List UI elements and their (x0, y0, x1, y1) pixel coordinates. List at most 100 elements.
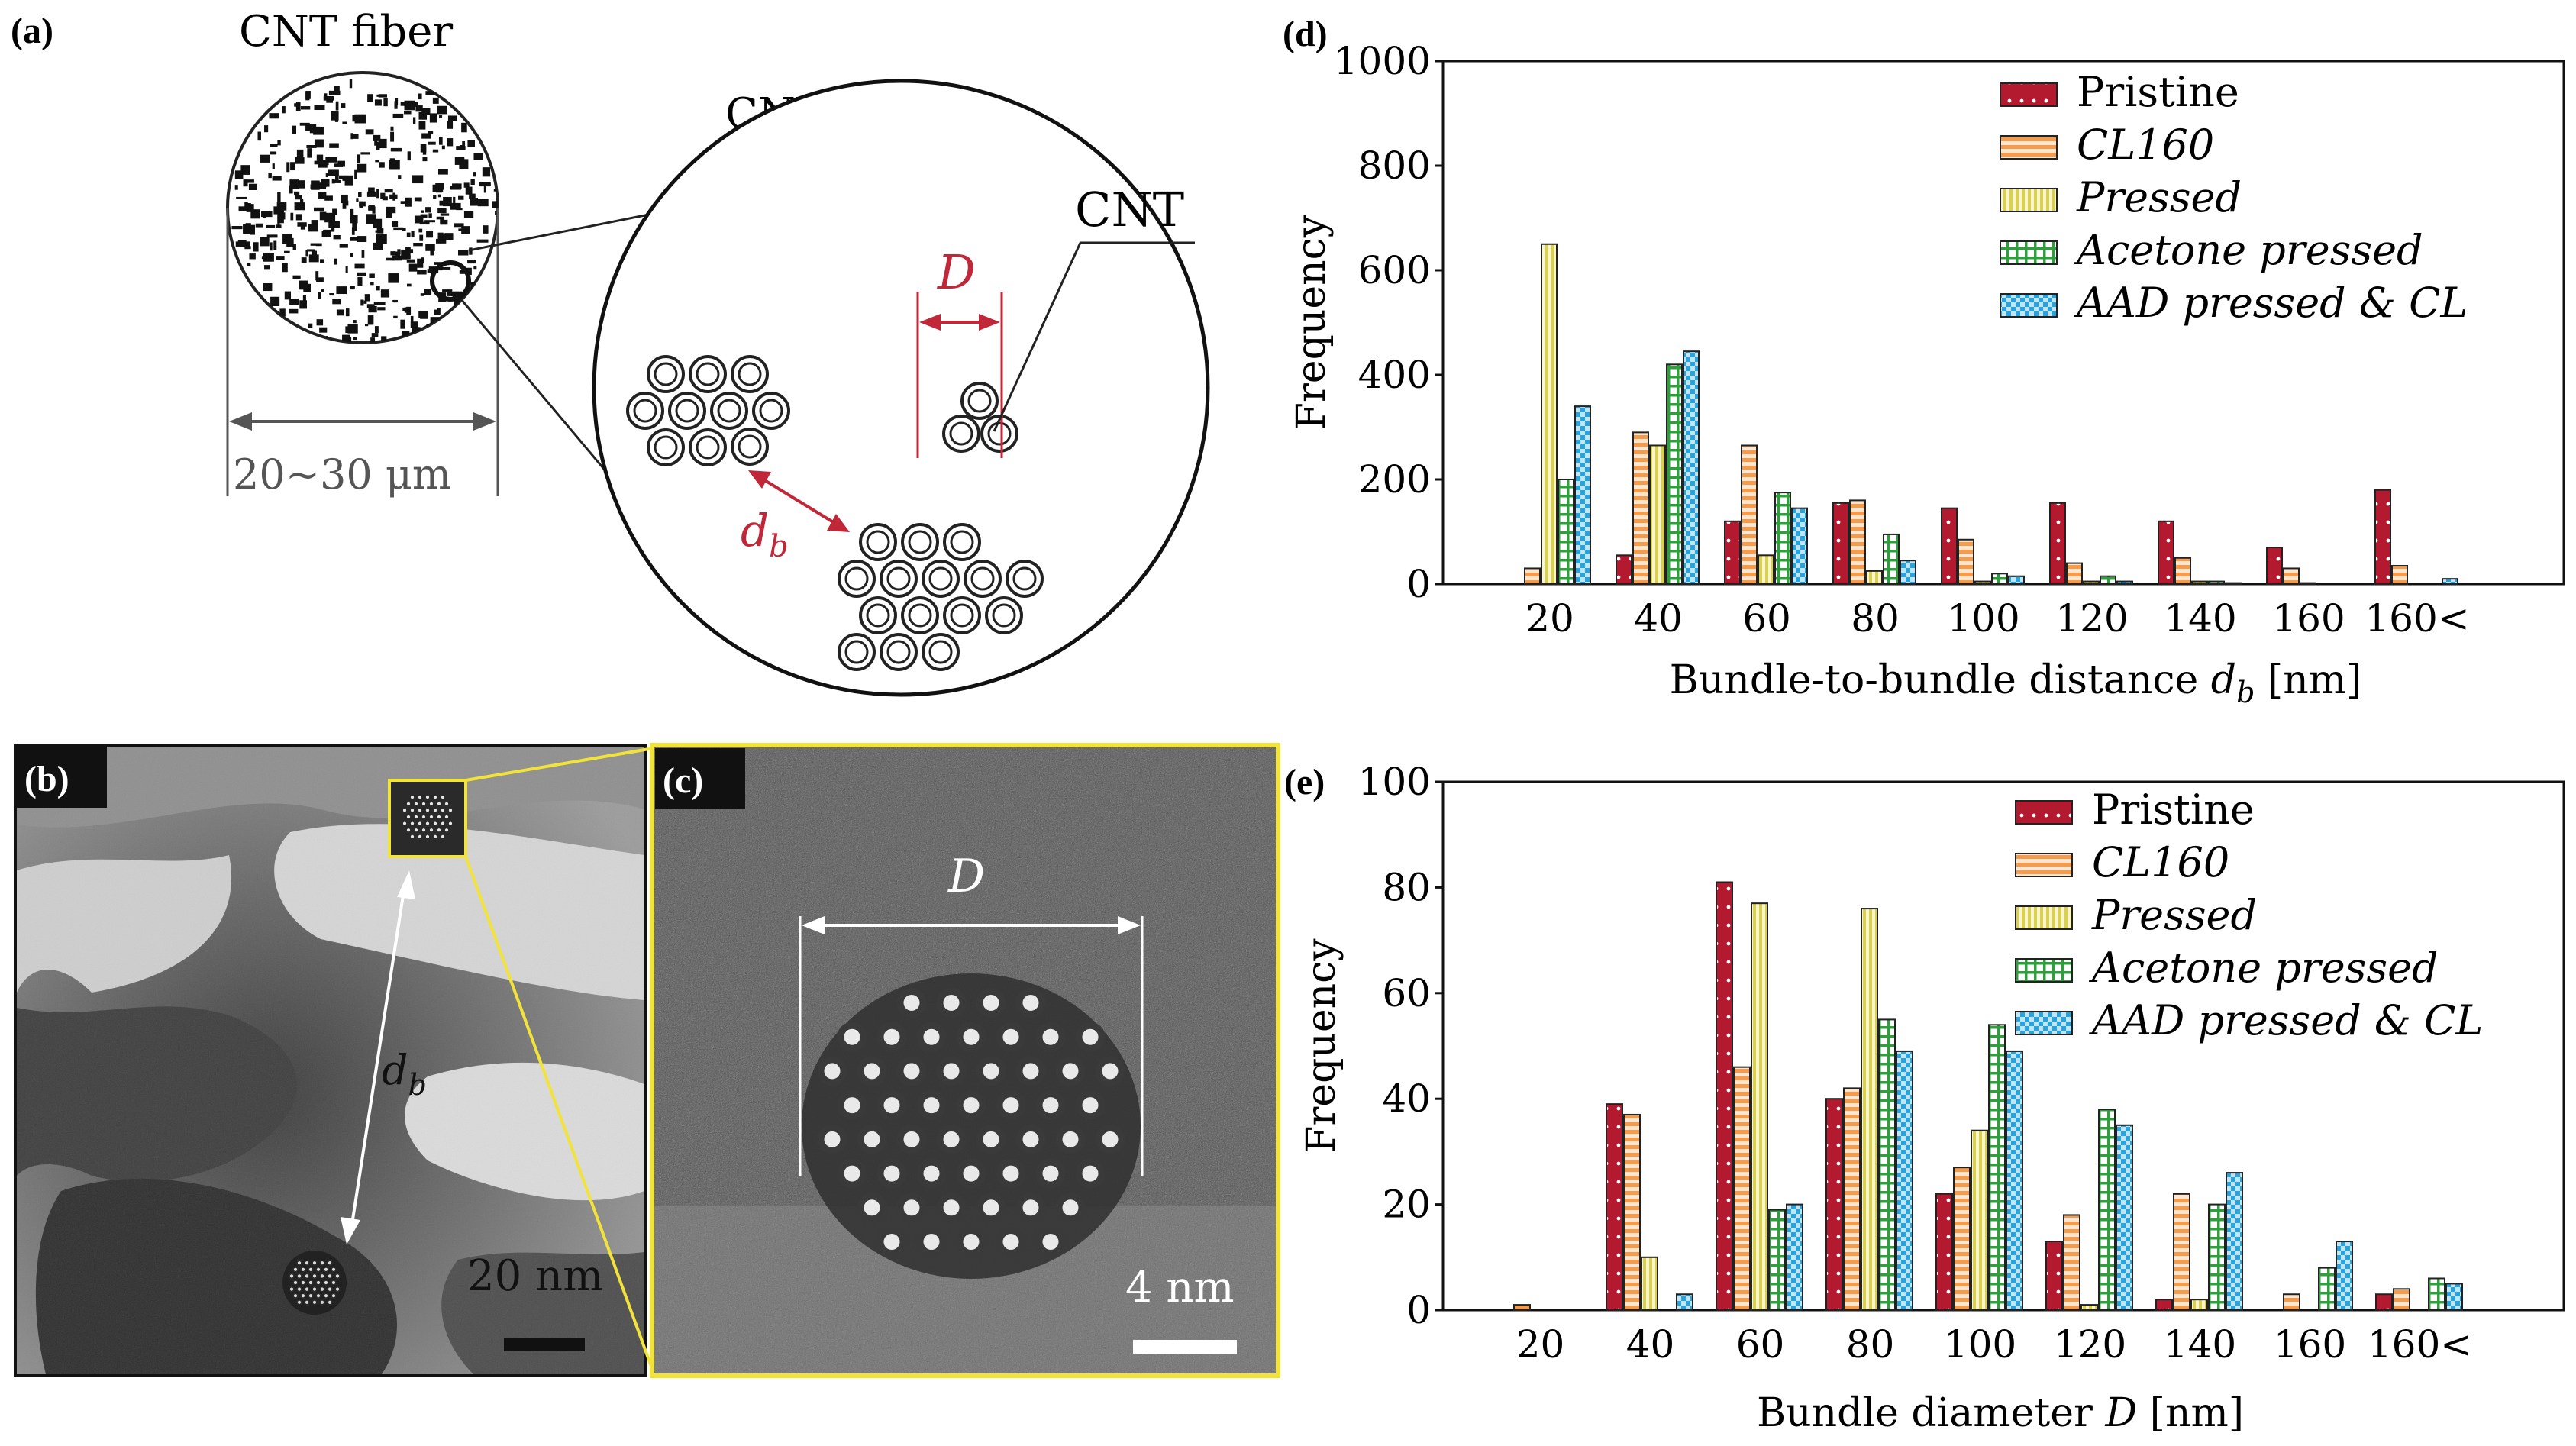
fiber-speckle (231, 225, 243, 230)
fiber-speckle (352, 114, 357, 122)
fiber-speckle (250, 224, 255, 235)
fiber-speckle (257, 131, 261, 141)
fiber-speckle (314, 160, 321, 165)
bar-pressed-60 (1758, 554, 1774, 586)
fiber-speckle (371, 333, 379, 337)
cnt-tube (668, 392, 706, 430)
cnt-tube (942, 415, 980, 453)
fiber-speckle (354, 114, 366, 124)
fiber-speckle (336, 286, 347, 295)
lattice-tube (432, 807, 438, 814)
fiber-speckle (350, 286, 355, 290)
fiber-speckle (389, 194, 398, 199)
fiber-speckle (398, 175, 402, 179)
fiber-speckle (432, 149, 439, 153)
lattice-tube (1055, 1193, 1086, 1223)
bar-pristine-100 (1935, 1193, 1953, 1312)
fiber-speckle (353, 134, 359, 139)
chart-d: (d) 0 200 400 600 800 1000 20 40 60 80 100 120 140 160… (1283, 14, 2565, 709)
lattice-tube (312, 1299, 318, 1306)
fiber-speckle (388, 273, 399, 283)
fiber-speckle (389, 160, 400, 170)
bar-pristine-60 (1724, 520, 1741, 585)
lattice-tube (319, 1286, 325, 1293)
fiber-speckle (373, 134, 381, 141)
fiber-speckle (295, 195, 302, 200)
chart-panel-label: (e) (1284, 762, 1325, 802)
lattice-tube (936, 1124, 967, 1154)
fiber-speckle (350, 237, 359, 241)
fiber-speckle (242, 241, 250, 248)
lattice-tube (421, 827, 427, 834)
fiber-speckle (331, 111, 339, 121)
bar-pristine-40 (1616, 554, 1632, 586)
fiber-speckle (428, 266, 437, 272)
bar-pristine-160plus (2374, 489, 2391, 586)
bar-acetone-pressed-100 (1991, 573, 2008, 585)
zoom-connector-top (465, 747, 654, 782)
bar-cl160-40 (1623, 1113, 1641, 1311)
x-tick-label: 160< (2365, 596, 2469, 641)
lattice-tube (331, 1280, 337, 1286)
panel-c-scale-bar (1133, 1340, 1237, 1354)
fiber-speckle (269, 113, 279, 119)
fiber-speckle (353, 337, 357, 341)
fiber-speckle (418, 228, 423, 233)
bar-aad-pressed-cl-160 (2336, 1241, 2353, 1312)
fiber-speckle (421, 108, 431, 115)
fiber-speckle (467, 260, 476, 264)
fiber-speckle (284, 250, 290, 253)
fiber-speckle (483, 225, 489, 234)
fiber-speckle (386, 206, 396, 214)
db-label: d (741, 505, 769, 557)
fiber-speckle (376, 286, 380, 291)
fiber-speckle (359, 201, 366, 207)
cnt-tube (731, 428, 769, 466)
fiber-speckle (428, 213, 432, 218)
lattice-tube (916, 1227, 947, 1257)
fiber-speckle (276, 202, 287, 211)
fiber-speckle (418, 310, 428, 318)
lattice-tube (292, 1280, 299, 1286)
cnt-tube-inner (992, 603, 1016, 628)
fiber-speckle (415, 102, 418, 107)
panel-c-label: (c) (663, 760, 703, 801)
fiber-speckle (357, 236, 367, 243)
fiber-speckle (295, 180, 305, 189)
x-tick-label: 160 (2274, 1322, 2346, 1367)
cnt-tube-inner (908, 603, 932, 628)
lattice-tube (319, 1273, 325, 1280)
bar-pressed-100 (1974, 580, 1991, 586)
x-tick-label: 160 (2272, 596, 2345, 641)
lattice-tube (1075, 1022, 1106, 1052)
fiber-speckle (234, 170, 244, 179)
fiber-speckle (324, 93, 328, 98)
x-tick-label: 140 (2164, 596, 2236, 641)
lattice-tube (896, 987, 927, 1018)
bar-pristine-80 (1825, 1098, 1843, 1311)
fiber-speckle (404, 111, 412, 115)
fiber-speckle (473, 152, 483, 160)
lattice-tube (817, 1056, 847, 1086)
panel-b-scale-bar (504, 1338, 585, 1351)
cnt-tube-inner (738, 362, 762, 386)
fiber-speckle (486, 182, 491, 186)
lattice-tube (409, 820, 415, 827)
cnt-tube-inner (987, 421, 1012, 446)
fiber-speckle (277, 257, 282, 260)
cnt-tube (980, 415, 1018, 453)
lattice-tube (315, 1266, 321, 1273)
cnt-tube-inner (696, 435, 720, 460)
fiber-speckle (408, 263, 418, 272)
fiber-speckle (332, 208, 337, 215)
y-tick-label: 800 (1358, 144, 1431, 188)
bar-aad-pressed-cl-60 (1791, 507, 1808, 585)
fiber-speckle (314, 105, 325, 111)
lattice-tube (323, 1293, 329, 1299)
fiber-speckle (395, 98, 399, 105)
fiber-speckle (368, 187, 375, 192)
fiber-speckle (412, 327, 421, 333)
fiber-speckle (316, 319, 324, 326)
fiber-speckle (437, 105, 447, 115)
cnt-tube (689, 355, 727, 393)
